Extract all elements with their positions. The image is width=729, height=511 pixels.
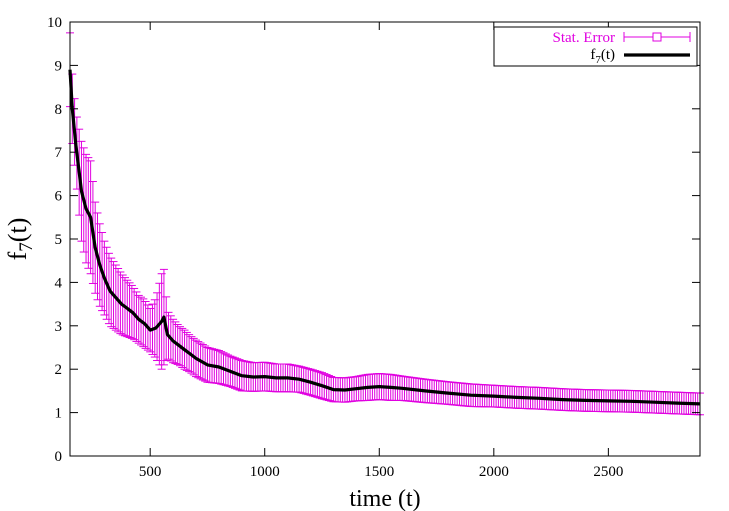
x-tick-label: 2500 [593,464,623,480]
error-bars [66,32,704,416]
legend-label-f7-main: f [590,47,595,63]
y-tick-label: 1 [55,406,63,422]
y-tick-label: 4 [55,275,63,291]
legend: Stat. Error f7(t) [493,26,698,67]
y-tick-label: 8 [55,102,63,118]
y-axis-title-suffix: (t) [3,218,32,243]
x-tick-label: 500 [139,464,162,480]
series-line-f7 [68,69,701,406]
plot-frame [69,21,701,457]
y-axis: 0 1 2 3 4 5 6 7 8 9 10 [47,15,700,465]
y-tick-label: 0 [55,449,63,465]
x-tick-label: 1000 [250,464,280,480]
y-tick-label: 9 [55,58,63,74]
y-tick-label: 7 [55,145,63,161]
x-axis: 500 1000 1500 2000 2500 [139,22,623,480]
legend-label-f7: f7(t) [590,47,615,66]
legend-box [493,26,698,67]
legend-label-stat-error: Stat. Error [553,30,615,46]
legend-symbol-stat-error [623,32,691,42]
x-tick-label: 1500 [364,464,394,480]
x-tick-label: 2000 [479,464,509,480]
legend-label-f7-sub: 7 [595,54,601,66]
y-tick-label: 5 [55,232,63,248]
x-axis-title: time (t) [349,486,420,511]
y-tick-label: 3 [55,319,63,335]
y-tick-label: 6 [55,189,63,205]
y-axis-title-sub: 7 [16,242,37,252]
y-tick-label: 2 [55,362,63,378]
legend-label-f7-suffix: (t) [601,47,615,63]
y-tick-label: 10 [47,15,62,31]
y-axis-title: f7(t) [3,218,37,261]
y-axis-title-main: f [3,251,32,260]
